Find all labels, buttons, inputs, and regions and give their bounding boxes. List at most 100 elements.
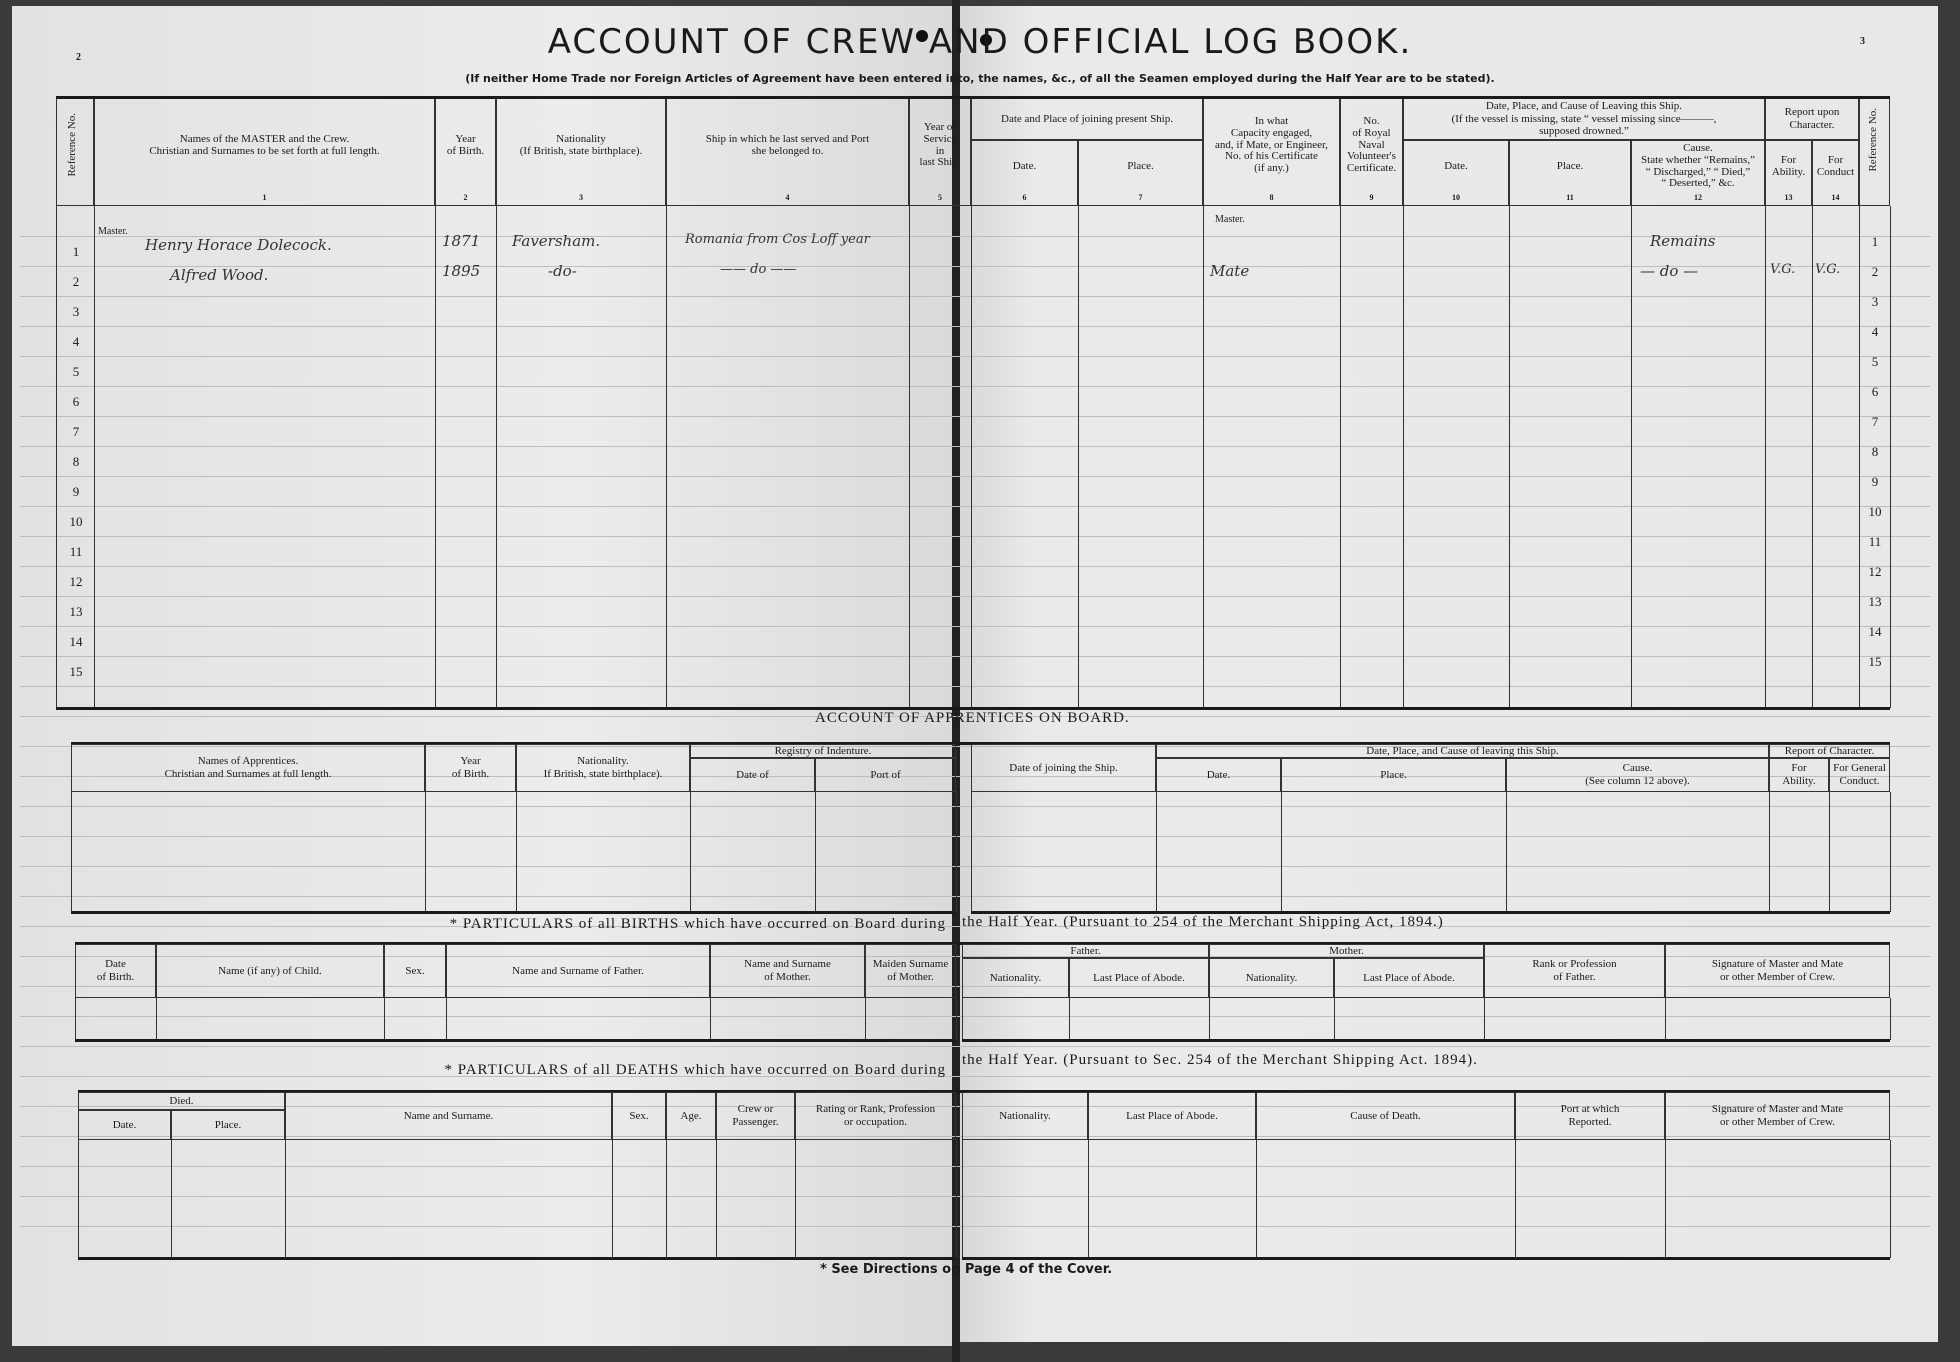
crew-nationality: -do- [548, 262, 577, 280]
header-apprentice-nationality: Nationality. If British, state birthplac… [516, 744, 690, 792]
table-bottom-border [971, 911, 1890, 914]
crew-table-column [435, 206, 497, 708]
crew-table-column [496, 206, 667, 708]
header-father-abode: Last Place of Abode. [1069, 958, 1209, 998]
column-number: 10 [1452, 193, 1460, 202]
ruled-line [20, 416, 1930, 417]
header-father-nationality: Nationality. [962, 958, 1069, 998]
right-page [956, 6, 1938, 1342]
row-number-left: 15 [69, 664, 83, 679]
apprentice-column [1281, 792, 1507, 912]
header-nationality: Nationality (If British, state birthplac… [496, 98, 666, 206]
left-page [12, 6, 956, 1346]
column-number: 2 [463, 193, 468, 202]
header-birth-date: Date of Birth. [75, 944, 156, 998]
ruled-line [20, 1016, 1930, 1017]
crew-year-of-birth: 1871 [442, 232, 481, 250]
crew-name: Henry Horace Dolecock. [145, 236, 332, 254]
apprentice-column [425, 792, 517, 912]
column-number: 9 [1369, 193, 1374, 202]
death-column [716, 1140, 796, 1258]
table-bottom-border [75, 1039, 956, 1042]
ruled-line [20, 236, 1930, 237]
ruled-line [20, 806, 1930, 807]
crew-leave-cause: — do — [1640, 262, 1699, 280]
header-registry-date: Date of [690, 758, 815, 792]
death-column [962, 1140, 1089, 1258]
row-number-right: 2 [1871, 264, 1879, 279]
births-heading-right: the Half Year. (Pursuant to 254 of the M… [962, 914, 1444, 930]
row-number-right: 10 [1868, 504, 1882, 519]
page-title: ACCOUNT OF CREW AND OFFICIAL LOG BOOK. [547, 22, 1413, 62]
reference-no-label-right: Reference No. [1867, 108, 1879, 172]
ruled-line [20, 296, 1930, 297]
row-number-left: 13 [69, 604, 83, 619]
birth-column [1334, 998, 1485, 1040]
header-mother-name: Name and Surname of Mother. [710, 944, 865, 998]
header-report-group: Report upon Character. [1765, 98, 1859, 140]
footer-note: * See Directions on Page 4 of the Cover. [820, 1262, 1113, 1277]
column-number: 13 [1784, 193, 1793, 202]
crew-table-column [1203, 206, 1341, 708]
header-apprentice-joining: Date of joining the Ship. [971, 744, 1156, 792]
crew-leave-cause: Remains [1650, 232, 1716, 250]
row-number-right: 15 [1868, 654, 1882, 669]
master-label: Master. [98, 226, 128, 237]
ruled-line [20, 536, 1930, 537]
row-number-left: 9 [72, 484, 80, 499]
death-column [612, 1140, 667, 1258]
header-year-of-birth: Year of Birth. [435, 98, 496, 206]
birth-column [710, 998, 866, 1040]
row-number-left: 3 [72, 304, 80, 319]
header-apprentice-report-group: Report of Character. [1769, 744, 1890, 758]
ruled-line [20, 776, 1930, 777]
ruled-line [20, 866, 1930, 867]
header-maiden-surname: Maiden Surname of Mother. [865, 944, 956, 998]
row-number-right: 7 [1871, 414, 1879, 429]
birth-column [75, 998, 157, 1040]
header-death-sex: Sex. [612, 1092, 666, 1140]
row-number-right: 9 [1871, 474, 1879, 489]
birth-column [1209, 998, 1335, 1040]
column-number: 1 [262, 193, 267, 202]
header-apprentice-ability: For Ability. [1769, 758, 1829, 792]
header-rnv-certificate: No. of Royal Naval Volunteer's Certifica… [1340, 98, 1403, 206]
deaths-top-border [78, 1090, 1890, 1093]
crew-table-column [1859, 206, 1891, 708]
header-death-place: Place. [171, 1110, 285, 1140]
header-join-place: Place. [1078, 140, 1203, 206]
ruled-line [20, 986, 1930, 987]
page-number-left: 2 [76, 52, 81, 63]
header-year-service: Year of Service in last Ship. [909, 98, 971, 206]
row-number-right: 5 [1871, 354, 1879, 369]
header-apprentice-leaving-group: Date, Place, and Cause of leaving this S… [1156, 744, 1769, 758]
header-apprentice-year: Year of Birth. [425, 744, 516, 792]
crew-table-column [1631, 206, 1766, 708]
crew-table-column [1765, 206, 1813, 708]
header-death-age: Age. [666, 1092, 716, 1140]
header-father-name: Name and Surname of Father. [446, 944, 710, 998]
header-crew-or-passenger: Crew or Passenger. [716, 1092, 795, 1140]
column-number: 14 [1831, 193, 1840, 202]
ruled-line [20, 266, 1930, 267]
birth-column [962, 998, 1070, 1040]
death-column [285, 1140, 613, 1258]
header-apprentice-names: Names of Apprentices. Christian and Surn… [71, 744, 425, 792]
crew-ability: V.G. [1770, 262, 1796, 277]
row-number-right: 3 [1871, 294, 1879, 309]
header-cause-of-death: Cause of Death. [1256, 1092, 1515, 1140]
ruled-line [20, 836, 1930, 837]
capacity-master-label: Master. [1215, 214, 1245, 225]
death-column [795, 1140, 957, 1258]
apprentices-heading: ACCOUNT OF APPRENTICES ON BOARD. [815, 710, 1130, 726]
column-number: 11 [1566, 193, 1574, 202]
apprentice-column [1156, 792, 1282, 912]
header-died-group: Died. [78, 1092, 285, 1110]
header-deceased-name: Name and Surname. [285, 1092, 612, 1140]
birth-column [1069, 998, 1210, 1040]
crew-name: Alfred Wood. [170, 266, 269, 284]
column-number: 8 [1269, 193, 1274, 202]
crew-year-of-birth: 1895 [442, 262, 481, 280]
header-port-reported: Port at which Reported. [1515, 1092, 1665, 1140]
ruled-line [20, 956, 1930, 957]
